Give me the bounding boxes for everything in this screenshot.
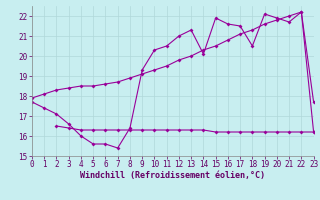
X-axis label: Windchill (Refroidissement éolien,°C): Windchill (Refroidissement éolien,°C) [80, 171, 265, 180]
